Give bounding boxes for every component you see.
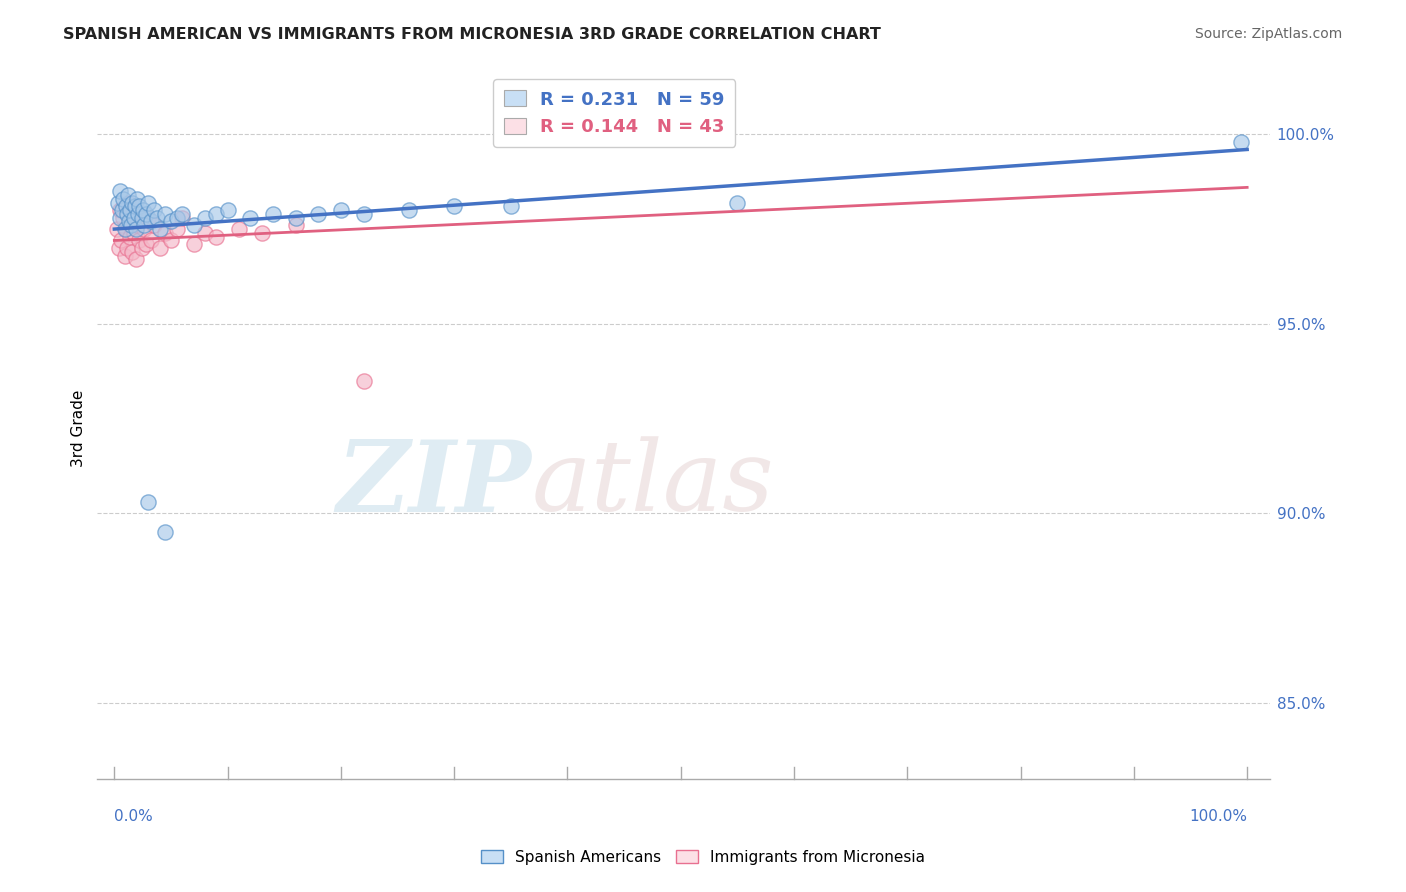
Point	[112, 192, 135, 206]
Point	[146, 211, 169, 225]
Point	[136, 495, 159, 509]
Point	[110, 234, 132, 248]
Point	[149, 222, 172, 236]
Point	[183, 219, 205, 233]
Point	[262, 207, 284, 221]
Point	[118, 214, 141, 228]
Point	[112, 211, 135, 225]
Point	[122, 226, 145, 240]
Point	[105, 222, 128, 236]
Point	[172, 211, 194, 225]
Text: ZIP: ZIP	[336, 436, 531, 533]
Point	[398, 203, 420, 218]
Point	[128, 234, 150, 248]
Point	[120, 229, 142, 244]
Point	[128, 199, 150, 213]
Point	[132, 222, 155, 236]
Point	[120, 219, 142, 233]
Point	[725, 195, 748, 210]
Point	[107, 195, 129, 210]
Point	[115, 207, 138, 221]
Point	[239, 211, 262, 225]
Point	[166, 222, 188, 236]
Point	[117, 188, 139, 202]
Point	[124, 211, 146, 225]
Point	[135, 207, 157, 221]
Point	[131, 203, 153, 218]
Point	[228, 222, 250, 236]
Point	[143, 219, 166, 233]
Y-axis label: 3rd Grade: 3rd Grade	[72, 390, 86, 467]
Text: Source: ZipAtlas.com: Source: ZipAtlas.com	[1195, 27, 1343, 41]
Point	[120, 203, 142, 218]
Point	[155, 525, 177, 540]
Point	[155, 207, 177, 221]
Point	[125, 252, 148, 267]
Point	[108, 203, 131, 218]
Text: 100.0%: 100.0%	[1189, 809, 1247, 824]
Point	[160, 234, 183, 248]
Point	[217, 203, 239, 218]
Point	[284, 211, 307, 225]
Point	[205, 229, 228, 244]
Point	[194, 211, 217, 225]
Point	[135, 237, 157, 252]
Point	[127, 207, 149, 221]
Point	[132, 219, 155, 233]
Point	[136, 211, 159, 225]
Point	[114, 222, 136, 236]
Point	[108, 184, 131, 198]
Point	[121, 195, 143, 210]
Point	[499, 199, 522, 213]
Point	[329, 203, 352, 218]
Point	[250, 226, 273, 240]
Point	[122, 211, 145, 225]
Point	[125, 192, 148, 206]
Point	[120, 211, 142, 225]
Text: atlas: atlas	[531, 436, 773, 532]
Point	[149, 241, 172, 255]
Legend: R = 0.231   N = 59, R = 0.144   N = 43: R = 0.231 N = 59, R = 0.144 N = 43	[494, 79, 735, 146]
Point	[284, 219, 307, 233]
Point	[114, 222, 136, 236]
Point	[139, 234, 162, 248]
Point	[155, 226, 177, 240]
Point	[117, 195, 139, 210]
Point	[121, 244, 143, 259]
Point	[124, 199, 146, 213]
Point	[172, 207, 194, 221]
Text: SPANISH AMERICAN VS IMMIGRANTS FROM MICRONESIA 3RD GRADE CORRELATION CHART: SPANISH AMERICAN VS IMMIGRANTS FROM MICR…	[63, 27, 882, 42]
Point	[125, 222, 148, 236]
Point	[353, 207, 375, 221]
Point	[443, 199, 465, 213]
Point	[205, 207, 228, 221]
Point	[108, 211, 131, 225]
Text: 0.0%: 0.0%	[114, 809, 153, 824]
Point	[143, 203, 166, 218]
Point	[114, 249, 136, 263]
Point	[353, 374, 375, 388]
Point	[136, 195, 159, 210]
Point	[111, 203, 134, 218]
Point	[115, 241, 138, 255]
Point	[183, 237, 205, 252]
Point	[139, 214, 162, 228]
Point	[114, 199, 136, 213]
Point	[131, 241, 153, 255]
Point	[307, 207, 329, 221]
Point	[160, 214, 183, 228]
Point	[1230, 135, 1253, 149]
Point	[194, 226, 217, 240]
Point	[166, 211, 188, 225]
Point	[131, 211, 153, 225]
Point	[108, 241, 131, 255]
Point	[125, 219, 148, 233]
Legend: Spanish Americans, Immigrants from Micronesia: Spanish Americans, Immigrants from Micro…	[475, 844, 931, 871]
